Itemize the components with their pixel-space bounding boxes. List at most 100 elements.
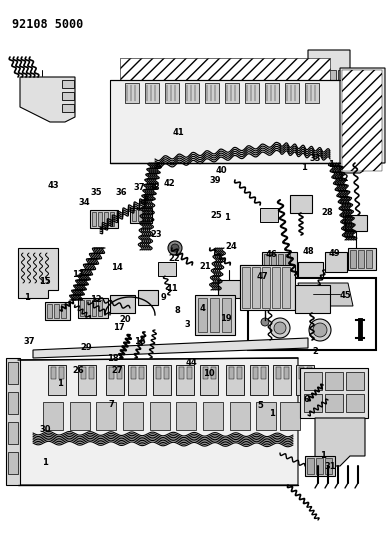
Bar — [125, 83, 139, 103]
Text: 49: 49 — [329, 249, 340, 257]
Text: 1: 1 — [301, 164, 307, 172]
Bar — [311, 70, 318, 82]
Bar — [222, 298, 231, 332]
Bar — [200, 365, 218, 395]
Bar — [284, 367, 289, 379]
Bar — [242, 267, 246, 281]
Bar — [253, 367, 258, 379]
Text: 10: 10 — [203, 369, 215, 377]
Text: 29: 29 — [80, 343, 92, 352]
Bar — [130, 208, 152, 223]
Bar — [106, 365, 124, 395]
Bar — [43, 402, 63, 430]
Bar — [205, 83, 219, 103]
Text: 18: 18 — [107, 354, 119, 362]
Bar — [248, 267, 252, 281]
Text: 1: 1 — [224, 213, 230, 222]
Bar — [123, 402, 143, 430]
Bar — [264, 254, 269, 280]
Circle shape — [168, 241, 182, 255]
Bar — [262, 267, 270, 308]
Text: 7: 7 — [108, 400, 114, 408]
Bar — [176, 402, 196, 430]
Text: 1: 1 — [269, 409, 275, 417]
Text: 3: 3 — [184, 320, 190, 328]
Bar — [240, 265, 260, 283]
Bar — [211, 367, 216, 379]
Bar — [8, 362, 18, 384]
Bar — [164, 367, 169, 379]
Bar — [285, 254, 290, 280]
Circle shape — [261, 318, 269, 326]
Text: 15: 15 — [39, 277, 51, 286]
Bar — [128, 365, 146, 395]
Bar — [256, 402, 276, 430]
Polygon shape — [18, 358, 298, 485]
Text: 28: 28 — [322, 208, 333, 216]
Text: 13: 13 — [72, 270, 84, 279]
Bar — [229, 367, 234, 379]
Bar — [139, 367, 144, 379]
Text: 1: 1 — [320, 451, 326, 460]
Bar — [120, 58, 330, 80]
Text: 23: 23 — [150, 230, 162, 239]
Bar — [110, 80, 340, 163]
Text: 47: 47 — [256, 272, 268, 280]
Bar — [237, 367, 242, 379]
Bar — [98, 212, 102, 226]
Bar — [272, 267, 280, 308]
Text: 46: 46 — [265, 251, 277, 259]
Text: 1: 1 — [23, 293, 30, 302]
Bar — [203, 367, 208, 379]
Bar — [345, 215, 367, 231]
Bar — [342, 70, 382, 171]
Text: 48: 48 — [302, 247, 314, 256]
Bar — [117, 367, 122, 379]
Bar — [261, 367, 266, 379]
Bar — [54, 304, 59, 318]
Text: 2: 2 — [312, 348, 318, 356]
Bar — [59, 367, 64, 379]
Text: 37: 37 — [23, 337, 35, 345]
Bar — [153, 365, 171, 395]
Text: 17: 17 — [113, 324, 125, 332]
Text: 41: 41 — [173, 128, 184, 136]
Bar — [158, 262, 176, 276]
Polygon shape — [315, 418, 365, 466]
Bar — [346, 372, 364, 390]
Bar — [307, 458, 314, 474]
Text: 16: 16 — [135, 337, 146, 345]
Text: 1: 1 — [57, 379, 64, 388]
Bar — [47, 304, 52, 318]
Text: 36: 36 — [115, 189, 127, 197]
Text: 30: 30 — [39, 425, 51, 433]
Bar — [8, 452, 18, 474]
Bar — [78, 365, 96, 395]
Bar — [320, 70, 327, 82]
Bar — [78, 298, 108, 318]
Circle shape — [274, 322, 286, 334]
Bar — [185, 83, 199, 103]
Bar — [81, 367, 86, 379]
Bar — [203, 402, 223, 430]
Polygon shape — [20, 77, 75, 122]
Bar — [296, 365, 314, 395]
Text: 42: 42 — [164, 180, 176, 188]
Text: 1: 1 — [42, 458, 48, 467]
Bar — [144, 210, 148, 221]
Bar — [61, 304, 66, 318]
Bar — [262, 252, 297, 282]
Bar — [304, 394, 322, 412]
Polygon shape — [6, 358, 20, 485]
Bar — [305, 456, 335, 476]
Bar — [299, 367, 304, 379]
Bar — [48, 365, 66, 395]
Bar — [325, 394, 343, 412]
Text: 38: 38 — [148, 183, 160, 192]
Bar — [230, 402, 250, 430]
Text: 5: 5 — [257, 401, 264, 409]
Bar — [45, 302, 70, 320]
Text: 21: 21 — [199, 262, 211, 271]
Bar — [338, 70, 345, 82]
Bar — [70, 402, 90, 430]
